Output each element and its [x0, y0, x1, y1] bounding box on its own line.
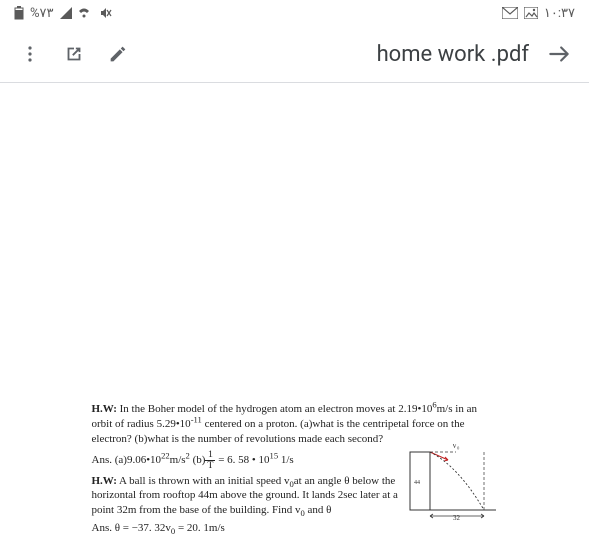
- open-external-button[interactable]: [54, 34, 94, 74]
- mute-icon: [100, 7, 112, 19]
- back-button[interactable]: [539, 34, 579, 74]
- document-viewport[interactable]: H.W: In the Boher model of the hydrogen …: [0, 83, 589, 539]
- svg-text:44: 44: [414, 480, 420, 486]
- edit-button[interactable]: [98, 34, 138, 74]
- battery-percent: %۷۳: [30, 6, 54, 21]
- wifi-dual-icon: [78, 7, 94, 19]
- signal-icon: [60, 7, 72, 19]
- pdf-page: H.W: In the Boher model of the hydrogen …: [50, 372, 540, 539]
- document-title: home work .pdf: [142, 42, 535, 67]
- status-right-group: ۱۰:۳۷: [502, 6, 575, 21]
- picture-icon: [524, 7, 538, 19]
- hw1-paragraph: H.W: In the Boher model of the hydrogen …: [92, 402, 498, 447]
- ans2-label: Ans.: [92, 522, 112, 534]
- status-bar: %۷۳ ۱۰:۳۷: [0, 0, 589, 26]
- svg-text:32: 32: [453, 514, 461, 522]
- hw1-label: H.W:: [92, 403, 117, 415]
- overflow-menu-button[interactable]: [10, 34, 50, 74]
- status-left-group: %۷۳: [14, 6, 112, 21]
- projectile-diagram: V₀ 32 44: [408, 444, 498, 522]
- hw2-label: H.W:: [92, 475, 117, 487]
- battery-icon: [14, 6, 24, 20]
- ans2-paragraph: Ans. θ = −37. 32v0 = 20. 1m/s: [92, 521, 498, 536]
- svg-text:V₀: V₀: [452, 444, 460, 450]
- ans1-label: Ans.: [92, 454, 112, 466]
- status-time: ۱۰:۳۷: [544, 6, 575, 21]
- app-bar: home work .pdf: [0, 26, 589, 82]
- gmail-icon: [502, 7, 518, 19]
